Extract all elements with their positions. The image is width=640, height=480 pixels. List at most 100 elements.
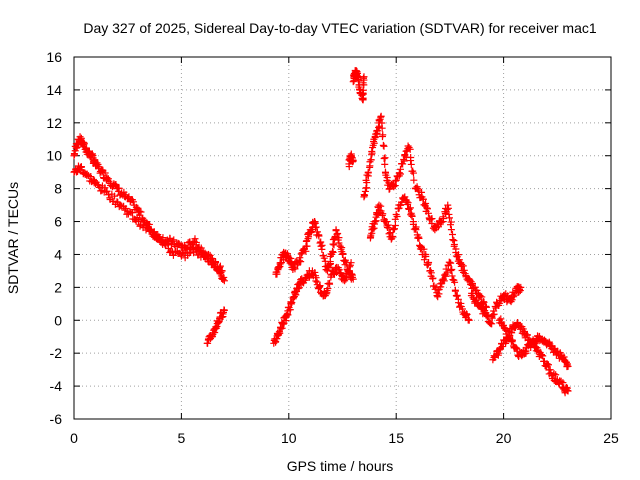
data-point-trace bbox=[503, 327, 511, 335]
y-tick-label: 14 bbox=[46, 82, 62, 98]
data-point bbox=[347, 259, 355, 267]
data-point-trace bbox=[275, 331, 283, 339]
data-point-trace bbox=[454, 251, 462, 259]
data-point bbox=[564, 387, 572, 395]
data-point-trace bbox=[90, 177, 98, 185]
data-point-trace bbox=[409, 169, 417, 177]
y-tick-label: 10 bbox=[46, 148, 62, 164]
data-point-trace bbox=[80, 140, 88, 148]
data-point bbox=[401, 193, 409, 201]
data-point bbox=[564, 362, 572, 370]
data-point-trace bbox=[129, 198, 137, 206]
data-point-trace bbox=[395, 169, 403, 177]
data-point-trace bbox=[445, 204, 453, 212]
data-point-trace bbox=[422, 253, 430, 261]
x-tick-label: 5 bbox=[178, 430, 186, 446]
data-point-trace bbox=[488, 320, 496, 328]
data-point-trace bbox=[339, 250, 347, 258]
data-point-trace bbox=[385, 230, 393, 238]
data-point-trace bbox=[380, 154, 388, 162]
data-point-trace bbox=[212, 258, 220, 266]
data-point-trace bbox=[292, 291, 300, 299]
data-point-trace bbox=[364, 169, 372, 177]
data-point-trace bbox=[284, 250, 292, 258]
data-point-trace bbox=[454, 295, 462, 303]
data-point-trace bbox=[115, 184, 123, 192]
y-tick-label: -4 bbox=[50, 378, 63, 394]
data-point-trace bbox=[422, 199, 430, 207]
data-point-trace bbox=[379, 141, 387, 149]
data-point-trace bbox=[546, 366, 554, 374]
data-point-trace bbox=[437, 283, 445, 291]
data-point-trace bbox=[486, 318, 494, 326]
data-point-trace bbox=[277, 325, 285, 333]
data-point-trace bbox=[509, 336, 517, 344]
data-point-trace bbox=[373, 126, 381, 134]
data-point-trace bbox=[273, 270, 281, 278]
data-point-trace bbox=[407, 157, 415, 165]
data-point-trace bbox=[458, 260, 466, 268]
y-tick-label: -2 bbox=[50, 345, 63, 361]
data-point bbox=[424, 209, 432, 217]
data-point-trace bbox=[447, 259, 455, 267]
data-point bbox=[349, 157, 357, 165]
data-point-trace bbox=[316, 283, 324, 291]
data-point-trace bbox=[423, 204, 431, 212]
data-point-trace bbox=[326, 280, 334, 288]
data-point bbox=[317, 242, 325, 250]
data-point-trace bbox=[101, 169, 109, 177]
data-point-trace bbox=[420, 256, 428, 264]
data-point-trace bbox=[311, 219, 319, 227]
data-point-trace bbox=[169, 251, 177, 259]
data-point-trace bbox=[391, 222, 399, 230]
data-point-trace bbox=[434, 223, 442, 231]
data-point-trace bbox=[313, 228, 321, 236]
data-point-trace bbox=[506, 332, 514, 340]
data-point-trace bbox=[447, 226, 455, 234]
data-point-trace bbox=[345, 268, 353, 276]
data-point-trace bbox=[276, 260, 284, 268]
data-point-trace bbox=[211, 329, 219, 337]
data-point-trace bbox=[391, 177, 399, 185]
data-point bbox=[218, 267, 226, 275]
data-point-trace bbox=[218, 313, 226, 321]
data-point bbox=[392, 176, 400, 184]
data-point-trace bbox=[408, 212, 416, 220]
data-point-trace bbox=[439, 215, 447, 223]
data-point-trace bbox=[464, 315, 472, 323]
data-point-trace bbox=[322, 290, 330, 298]
data-point-trace bbox=[335, 266, 343, 274]
data-point-trace bbox=[429, 275, 437, 283]
data-point-trace bbox=[204, 339, 212, 347]
data-point bbox=[399, 160, 407, 168]
plot-area-frame bbox=[73, 56, 612, 420]
data-point-trace bbox=[348, 271, 356, 279]
data-point-trace bbox=[312, 277, 320, 285]
data-point-trace bbox=[451, 286, 459, 294]
data-point-trace bbox=[406, 204, 414, 212]
data-point-trace bbox=[488, 314, 496, 322]
data-point-trace bbox=[448, 272, 456, 280]
x-tick-label: 10 bbox=[281, 430, 297, 446]
data-point-trace bbox=[297, 250, 305, 258]
data-point-trace bbox=[449, 236, 457, 244]
data-point-trace bbox=[447, 218, 455, 226]
data-point-trace bbox=[490, 310, 498, 318]
data-point-trace bbox=[523, 331, 531, 339]
data-point-trace bbox=[406, 145, 414, 153]
data-point-trace bbox=[371, 218, 379, 226]
data-point-trace bbox=[378, 133, 386, 141]
y-tick-label: 0 bbox=[54, 312, 62, 328]
data-point-trace bbox=[453, 291, 461, 299]
y-tick-label: 4 bbox=[54, 246, 62, 262]
data-point-trace bbox=[550, 370, 558, 378]
data-point bbox=[220, 306, 228, 314]
y-tick-label: 2 bbox=[54, 279, 62, 295]
data-point-trace bbox=[412, 226, 420, 234]
data-point-trace bbox=[378, 124, 386, 132]
data-point-trace bbox=[329, 248, 337, 256]
data-point-trace bbox=[393, 212, 401, 220]
data-point-trace bbox=[220, 273, 228, 281]
data-point-trace bbox=[133, 213, 141, 221]
data-point-trace bbox=[538, 351, 546, 359]
